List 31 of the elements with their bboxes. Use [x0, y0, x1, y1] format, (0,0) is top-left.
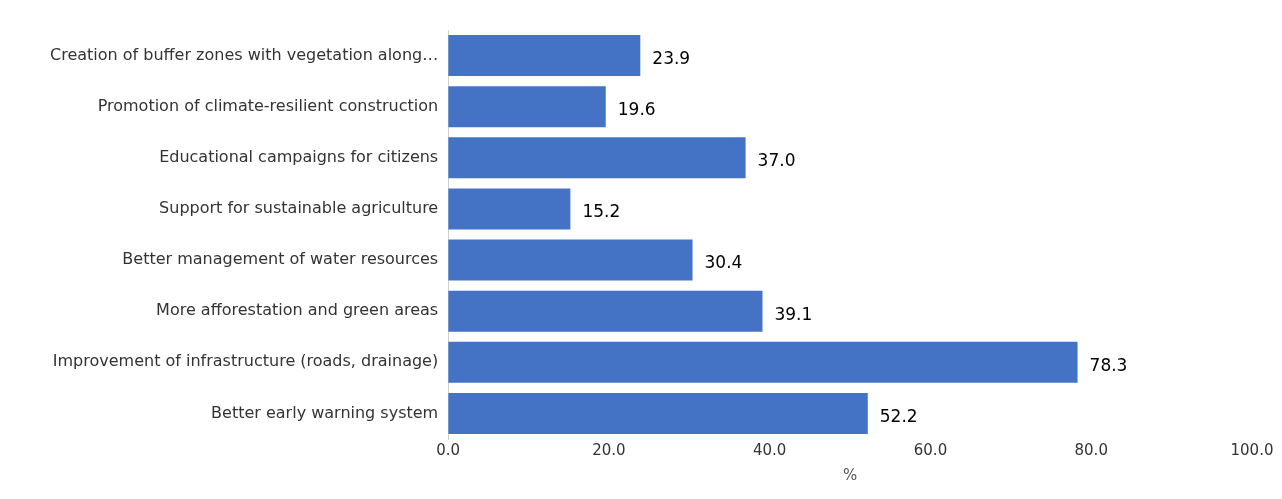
y-tick-label: Creation of buffer zones with vegetation along…: [50, 44, 439, 64]
data-label: 30.4: [704, 252, 743, 273]
data-label: 19.6: [617, 99, 656, 120]
y-tick-label: Support for sustainable agriculture: [159, 198, 439, 218]
data-label: 78.3: [1089, 354, 1128, 375]
y-tick-label: More afforestation and green areas: [156, 300, 439, 320]
bar: [448, 392, 868, 434]
bar: [448, 35, 641, 77]
bar: [448, 86, 606, 128]
y-tick-label: Improvement of infrastructure (roads, drainage): [52, 351, 439, 371]
x-tick-label: 60.0: [913, 440, 948, 459]
bar: [448, 239, 693, 281]
data-label: 23.9: [652, 47, 691, 68]
y-tick-label: Better early warning system: [211, 402, 439, 422]
bar: [448, 137, 746, 179]
x-tick-label: 20.0: [592, 440, 626, 459]
x-tick-label: 0.0: [436, 440, 461, 459]
data-label: 37.0: [757, 150, 796, 171]
x-tick-label: 100.0: [1230, 440, 1274, 459]
y-tick-label: Promotion of climate-resilient construction: [97, 95, 439, 115]
y-tick-label: Better management of water resources: [122, 249, 439, 269]
bar: [448, 290, 763, 332]
x-tick-label: 40.0: [753, 440, 787, 459]
data-label: 15.2: [582, 201, 621, 222]
bar: [448, 188, 571, 230]
x-tick-label: 80.0: [1074, 440, 1108, 459]
x-axis-title: %: [842, 465, 858, 484]
data-label: 39.1: [774, 303, 813, 324]
data-label: 52.2: [879, 405, 918, 426]
y-tick-label: Educational campaigns for citizens: [159, 146, 439, 166]
bar: [448, 341, 1078, 383]
